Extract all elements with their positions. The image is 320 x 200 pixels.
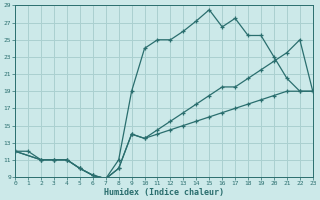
X-axis label: Humidex (Indice chaleur): Humidex (Indice chaleur) xyxy=(104,188,224,197)
